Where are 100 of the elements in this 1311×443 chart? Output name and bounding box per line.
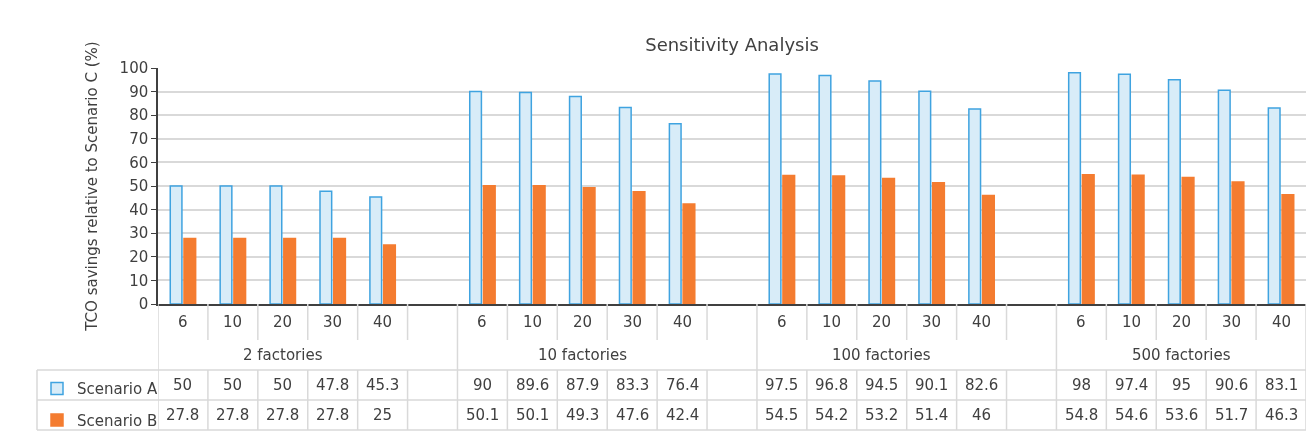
data-label: 89.6: [516, 376, 550, 394]
x-tick-label: 20: [573, 313, 593, 331]
x-tick-label: 10: [822, 313, 842, 331]
y-tick-label: 60: [129, 153, 149, 172]
data-label: 50.1: [466, 406, 500, 424]
bar: [768, 73, 782, 304]
y-tick-label: 0: [138, 295, 149, 314]
text: 2 factories: [243, 346, 323, 364]
x-tick-label: 30: [1222, 313, 1242, 331]
data-label: 97.4: [1115, 376, 1149, 394]
x-tick-label: 20: [273, 313, 293, 331]
bar: [332, 237, 347, 304]
text: 100 factories: [832, 346, 931, 364]
bar: [682, 203, 696, 304]
x-tick-label: 30: [323, 313, 343, 331]
data-label: 54.2: [815, 406, 849, 424]
y-tick-label: 20: [129, 248, 149, 267]
bar: [269, 185, 283, 304]
data-label: 27.8: [316, 406, 350, 424]
data-label: 27.8: [216, 406, 250, 424]
bar: [382, 244, 397, 304]
bar: [233, 237, 247, 304]
data-label: 83.3: [616, 376, 650, 394]
bar: [632, 190, 646, 304]
y-tick-label: 100: [119, 59, 149, 78]
data-label: 54.6: [1115, 406, 1149, 424]
x-tick-label: 20: [1172, 313, 1192, 331]
bar: [981, 194, 996, 304]
x-tick-label: 6: [1076, 313, 1086, 331]
data-label: 97.5: [765, 376, 799, 394]
bar: [1281, 193, 1295, 304]
bar: [1231, 181, 1245, 304]
data-label: 90.1: [915, 376, 949, 394]
legend-label: Scenario A: [77, 380, 158, 399]
bar: [1267, 107, 1281, 304]
x-tick-label: 30: [922, 313, 942, 331]
y-tick-label: 90: [129, 82, 149, 101]
data-label: 95: [1172, 376, 1192, 394]
text: 10 factories: [538, 346, 628, 364]
bar: [169, 185, 183, 304]
bar: [219, 185, 233, 304]
x-tick-label: 6: [777, 313, 787, 331]
text: 500 factories: [1132, 346, 1231, 364]
data-label: 50: [223, 376, 243, 394]
data-label: 47.6: [616, 406, 650, 424]
bar: [482, 185, 496, 304]
data-label: 45.3: [366, 376, 400, 394]
bar: [1167, 79, 1181, 304]
bar: [832, 175, 846, 304]
x-tick-label: 10: [223, 313, 243, 331]
x-tick-label: 40: [373, 313, 393, 331]
x-tick-label: 40: [1272, 313, 1292, 331]
x-tick-label: 20: [872, 313, 892, 331]
data-label: 54.5: [765, 406, 799, 424]
bar: [882, 177, 896, 304]
data-label: 25: [373, 406, 393, 424]
data-label: 53.6: [1165, 406, 1199, 424]
data-label: 94.5: [865, 376, 899, 394]
chart-title: Sensitivity Analysis: [645, 34, 819, 56]
y-tick-label: 80: [129, 106, 149, 125]
bar: [1181, 176, 1195, 304]
y-tick-label: 10: [129, 271, 149, 290]
data-label: 51.7: [1215, 406, 1249, 424]
legend-label: Scenario B: [77, 411, 158, 430]
bar: [818, 74, 832, 304]
bar: [782, 174, 796, 304]
bar: [568, 95, 582, 304]
bar: [319, 190, 333, 304]
bar: [618, 106, 632, 304]
y-tick-label: 70: [129, 130, 149, 149]
x-tick-label: 10: [523, 313, 543, 331]
bar: [1131, 174, 1145, 304]
x-tick-label: 10: [1122, 313, 1142, 331]
bar: [918, 90, 932, 304]
data-label: 51.4: [915, 406, 949, 424]
bar: [1081, 173, 1095, 304]
data-label: 50.1: [516, 406, 550, 424]
bar: [518, 91, 533, 304]
data-label: 50: [173, 376, 193, 394]
data-label: 98: [1072, 376, 1092, 394]
bar: [582, 186, 596, 304]
data-label: 90: [473, 376, 493, 394]
bar: [668, 122, 682, 304]
data-label: 87.9: [566, 376, 600, 394]
bar: [283, 237, 297, 304]
bar: [968, 108, 982, 304]
data-label: 27.8: [166, 406, 200, 424]
data-label: 50: [273, 376, 293, 394]
y-tick-label: 50: [129, 177, 149, 196]
bar: [532, 185, 546, 304]
bar: [183, 237, 197, 304]
data-label: 42.4: [666, 406, 700, 424]
data-label: 90.6: [1215, 376, 1249, 394]
data-label: 47.8: [316, 376, 350, 394]
data-label: 46: [972, 406, 992, 424]
y-tick-label: 40: [129, 200, 149, 219]
y-axis-title: TCO savings relative to Scenario C (%): [83, 41, 102, 332]
data-label: 83.1: [1265, 376, 1299, 394]
bar: [1117, 73, 1132, 304]
data-label: 96.8: [815, 376, 849, 394]
